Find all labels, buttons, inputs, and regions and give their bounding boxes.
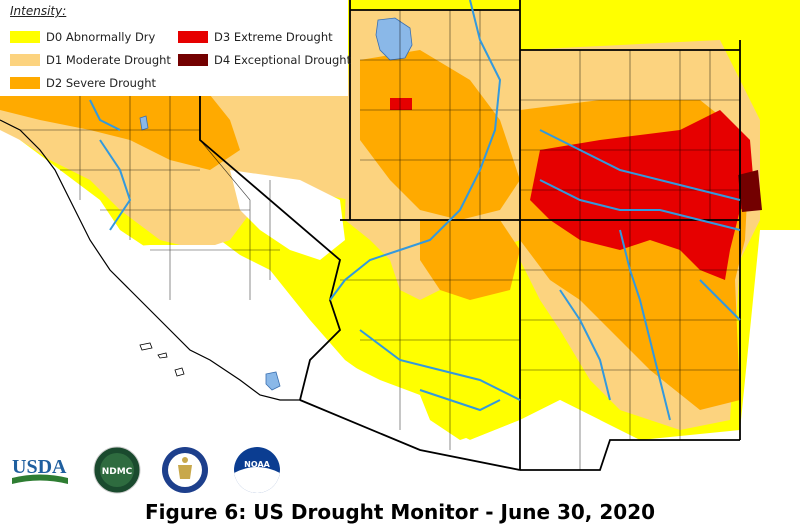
ndmc-logo-text: NDMC [102,467,133,477]
legend-title: Intensity: [10,4,67,18]
usda-logo-text: USDA [12,456,67,478]
rivers [89,0,741,421]
county-borders [20,10,740,470]
no-drought-region-southwest [80,245,610,470]
dept-of-commerce-seal-icon [162,447,208,493]
drought-map [0,0,800,471]
d4-region-se-colorado [738,170,762,212]
legend-label-d0: D0 Abnormally Dry [46,30,156,44]
legend-item-d2: D2 Severe Drought [10,76,156,90]
legend-item-d3: D3 Extreme Drought [178,30,333,44]
legend-swatch-d4 [178,54,208,66]
legend-item-d1: D1 Moderate Drought [10,53,171,67]
pacific-coastline [0,119,300,401]
noaa-logo: NOAA [234,447,280,493]
d2-region-california [0,95,240,170]
noaa-logo-text: NOAA [244,460,270,469]
salton-sea [265,371,281,391]
ndmc-logo: NDMC [93,446,141,494]
agency-logos: USDA NDMC NOAA [10,443,300,498]
legend-swatch-d2 [10,77,40,89]
legend-item-d4: D4 Exceptional Drought [178,53,351,67]
map-legend: Intensity: D0 Abnormally Dry D1 Moderate… [0,0,351,96]
d3-region-utah [390,98,412,110]
legend-label-d3: D3 Extreme Drought [214,30,333,44]
channel-islands [139,342,185,377]
legend-swatch-d1 [10,54,40,66]
legend-label-d4: D4 Exceptional Drought [214,53,352,67]
legend-item-d0: D0 Abnormally Dry [10,30,155,44]
legend-swatch-d0 [10,31,40,43]
lake-tahoe [139,115,149,131]
legend-label-d2: D2 Severe Drought [46,76,157,90]
figure-caption: Figure 6: US Drought Monitor - June 30, … [144,500,656,524]
d1-region-california [0,95,350,250]
legend-swatch-d3 [178,31,208,43]
usda-logo: USDA [12,456,68,484]
legend-label-d1: D1 Moderate Drought [46,53,171,67]
